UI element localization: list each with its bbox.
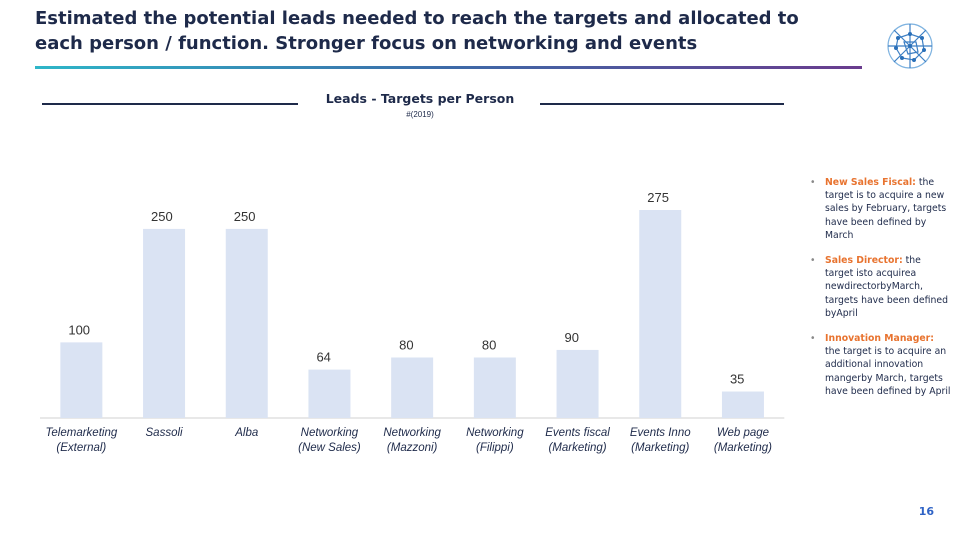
bar: [143, 228, 186, 418]
note-item: • New Sales Fiscal: the target is to acqu…: [810, 177, 947, 241]
leads-bar-chart: 100 Telemarketing (External) 250 Sassoli 250 A…: [40, 190, 785, 454]
category-label: Web page: [717, 427, 769, 439]
bar: [639, 210, 682, 418]
chart-title: Leads - Targets per Person: [325, 91, 515, 106]
network-logo-icon: [887, 23, 933, 69]
category-label: Sassoli: [146, 427, 184, 439]
category-label: Networking: [301, 427, 359, 439]
bar-value-label: 250: [151, 209, 173, 224]
category-label: (Mazzoni): [387, 442, 438, 454]
chart-title-rule-left: [42, 103, 298, 105]
category-label: (Marketing): [631, 442, 689, 454]
bar-value-label: 80: [482, 337, 496, 352]
bar: [721, 391, 764, 418]
bar: [308, 369, 351, 418]
category-label: Events fiscal: [545, 427, 610, 439]
note-item: • Sales Director: the target isto acquire…: [810, 255, 949, 319]
category-label: Networking: [466, 427, 524, 439]
category-label: Networking: [383, 427, 441, 439]
bar: [60, 342, 103, 418]
bar-value-label: 250: [234, 209, 256, 224]
category-label: Telemarketing: [45, 427, 117, 439]
bar: [473, 357, 516, 418]
slide-title: Estimated the potential leads needed to …: [35, 8, 799, 54]
category-label: Alba: [234, 427, 258, 439]
page-number: 16: [918, 505, 934, 518]
chart-subtitle: #(2019): [406, 110, 434, 119]
bar-value-label: 64: [316, 350, 330, 365]
note-item: • Innovation Manager: the target is to ac…: [810, 333, 951, 397]
chart-title-rule-right: [540, 103, 784, 105]
category-label: (External): [56, 442, 106, 454]
category-label: (Marketing): [548, 442, 606, 454]
bar-value-label: 275: [647, 190, 669, 205]
bar: [556, 349, 599, 418]
title-underline: [35, 66, 862, 69]
category-label: Events Inno: [630, 427, 691, 439]
bar-value-label: 100: [68, 322, 90, 337]
bar: [225, 228, 268, 418]
bar-value-label: 80: [399, 337, 413, 352]
category-label: (Marketing): [714, 442, 772, 454]
category-label: (Filippi): [476, 442, 514, 454]
bar: [391, 357, 434, 418]
notes-list: • New Sales Fiscal: the target is to acqu…: [810, 176, 952, 410]
category-label: (New Sales): [298, 442, 361, 454]
bar-value-label: 90: [565, 330, 579, 345]
bar-value-label: 35: [730, 372, 744, 387]
